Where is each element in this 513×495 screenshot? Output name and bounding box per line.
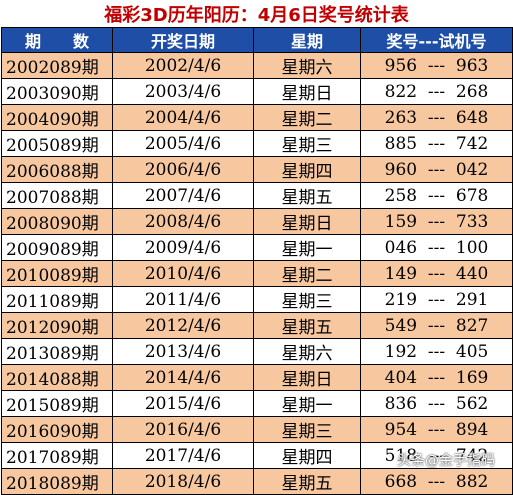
table-row: 2008090期 2008/4/6 星期日 159 --- 733 [1, 208, 513, 235]
watermark: 头条@金手指码 [397, 453, 495, 469]
cell-numbers: 668 --- 882 [360, 468, 513, 495]
cell-date: 2010/4/6 [112, 260, 254, 287]
cell-weekday: 星期三 [253, 416, 361, 443]
cell-date: 2009/4/6 [112, 234, 254, 261]
cell-issue: 2018089期 [1, 468, 113, 495]
cell-date: 2018/4/6 [112, 468, 254, 495]
cell-numbers: 960 --- 042 [360, 156, 513, 183]
cell-issue: 2004090期 [1, 104, 113, 131]
cell-date: 2006/4/6 [112, 156, 254, 183]
cell-weekday: 星期五 [253, 182, 361, 209]
header-issue: 期 数 [1, 27, 113, 53]
cell-issue: 2002089期 [1, 52, 113, 79]
cell-issue: 2011089期 [1, 286, 113, 313]
cell-weekday: 星期六 [253, 52, 361, 79]
cell-numbers: 956 --- 963 [360, 52, 513, 79]
cell-date: 2013/4/6 [112, 338, 254, 365]
cell-numbers: 046 --- 100 [360, 234, 513, 261]
cell-weekday: 星期六 [253, 338, 361, 365]
header-row: 期 数 开奖日期 星期 奖号---试机号 [1, 27, 513, 53]
cell-weekday: 星期四 [253, 156, 361, 183]
header-date: 开奖日期 [112, 27, 254, 53]
cell-numbers: 822 --- 268 [360, 78, 513, 105]
cell-date: 2005/4/6 [112, 130, 254, 157]
cell-numbers: 836 --- 562 [360, 390, 513, 417]
cell-issue: 2006088期 [1, 156, 113, 183]
header-weekday: 星期 [253, 27, 361, 53]
cell-numbers: 518 --- 742 [360, 442, 513, 469]
table-row: 2012090期 2012/4/6 星期五 549 --- 827 [1, 312, 513, 339]
cell-weekday: 星期日 [253, 208, 361, 235]
cell-date: 2016/4/6 [112, 416, 254, 443]
cell-date: 2007/4/6 [112, 182, 254, 209]
cell-numbers: 263 --- 648 [360, 104, 513, 131]
cell-weekday: 星期一 [253, 390, 361, 417]
page: 福彩3D历年阳历：4月6日奖号统计表 期 数 开奖日期 星期 奖号---试机号 … [1, 4, 513, 495]
cell-date: 2002/4/6 [112, 52, 254, 79]
cell-date: 2011/4/6 [112, 286, 254, 313]
cell-numbers: 219 --- 291 [360, 286, 513, 313]
header-numbers: 奖号---试机号 [360, 27, 513, 53]
cell-weekday: 星期一 [253, 234, 361, 261]
cell-issue: 2007088期 [1, 182, 113, 209]
cell-numbers: 192 --- 405 [360, 338, 513, 365]
table-title: 福彩3D历年阳历：4月6日奖号统计表 [104, 4, 409, 26]
table-row: 2017089期 2017/4/6 星期四 518 --- 742 [1, 442, 513, 469]
cell-issue: 2010089期 [1, 260, 113, 287]
cell-weekday: 星期四 [253, 442, 361, 469]
table-row: 2007088期 2007/4/6 星期五 258 --- 678 [1, 182, 513, 209]
cell-numbers: 404 --- 169 [360, 364, 513, 391]
table-row: 2018089期 2018/4/6 星期五 668 --- 882 [1, 468, 513, 495]
cell-weekday: 星期二 [253, 260, 361, 287]
cell-issue: 2003090期 [1, 78, 113, 105]
table-row: 2016090期 2016/4/6 星期三 954 --- 894 [1, 416, 513, 443]
cell-numbers: 549 --- 827 [360, 312, 513, 339]
cell-issue: 2012090期 [1, 312, 113, 339]
cell-numbers: 885 --- 742 [360, 130, 513, 157]
cell-date: 2004/4/6 [112, 104, 254, 131]
cell-numbers: 159 --- 733 [360, 208, 513, 235]
table-row: 2005089期 2005/4/6 星期三 885 --- 742 [1, 130, 513, 157]
cell-numbers: 954 --- 894 [360, 416, 513, 443]
cell-issue: 2016090期 [1, 416, 113, 443]
cell-date: 2008/4/6 [112, 208, 254, 235]
cell-date: 2012/4/6 [112, 312, 254, 339]
cell-weekday: 星期三 [253, 286, 361, 313]
cell-date: 2003/4/6 [112, 78, 254, 105]
cell-weekday: 星期日 [253, 78, 361, 105]
table-row: 2006088期 2006/4/6 星期四 960 --- 042 [1, 156, 513, 183]
table-body: 2002089期 2002/4/6 星期六 956 --- 963 2003090期 20… [1, 52, 513, 495]
cell-weekday: 星期三 [253, 130, 361, 157]
cell-weekday: 星期日 [253, 364, 361, 391]
cell-date: 2017/4/6 [112, 442, 254, 469]
cell-issue: 2015089期 [1, 390, 113, 417]
cell-issue: 2009089期 [1, 234, 113, 261]
cell-weekday: 星期二 [253, 104, 361, 131]
cell-weekday: 星期五 [253, 468, 361, 495]
cell-issue: 2005089期 [1, 130, 113, 157]
table-row: 2009089期 2009/4/6 星期一 046 --- 100 [1, 234, 513, 261]
table-row: 2010089期 2010/4/6 星期二 149 --- 440 [1, 260, 513, 287]
cell-issue: 2008090期 [1, 208, 113, 235]
cell-issue: 2017089期 [1, 442, 113, 469]
table-row: 2011089期 2011/4/6 星期三 219 --- 291 [1, 286, 513, 313]
cell-weekday: 星期五 [253, 312, 361, 339]
table-row: 2015089期 2015/4/6 星期一 836 --- 562 [1, 390, 513, 417]
cell-date: 2015/4/6 [112, 390, 254, 417]
table-row: 2004090期 2004/4/6 星期二 263 --- 648 [1, 104, 513, 131]
table-row: 2003090期 2003/4/6 星期日 822 --- 268 [1, 78, 513, 105]
cell-issue: 2013089期 [1, 338, 113, 365]
lottery-table: 期 数 开奖日期 星期 奖号---试机号 2002089期 2002/4/6 星期六… [1, 27, 513, 495]
table-row: 2014088期 2014/4/6 星期日 404 --- 169 [1, 364, 513, 391]
cell-numbers: 258 --- 678 [360, 182, 513, 209]
cell-date: 2014/4/6 [112, 364, 254, 391]
table-row: 2002089期 2002/4/6 星期六 956 --- 963 [1, 52, 513, 79]
cell-issue: 2014088期 [1, 364, 113, 391]
table-row: 2013089期 2013/4/6 星期六 192 --- 405 [1, 338, 513, 365]
cell-numbers: 149 --- 440 [360, 260, 513, 287]
